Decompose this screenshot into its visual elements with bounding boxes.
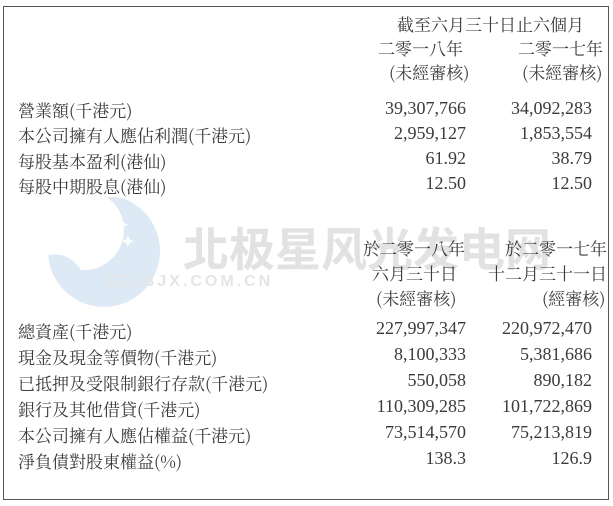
svg-text:FD.BJX.COM.CN: FD.BJX.COM.CN	[108, 273, 273, 290]
